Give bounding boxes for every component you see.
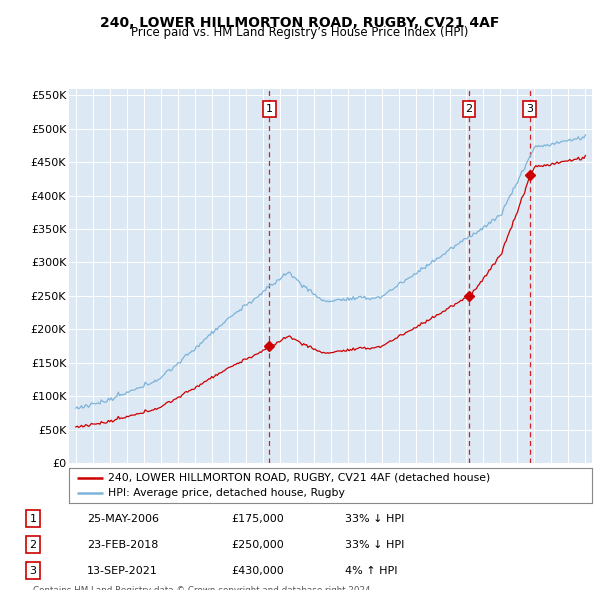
Text: 33% ↓ HPI: 33% ↓ HPI xyxy=(345,540,404,549)
Text: 3: 3 xyxy=(526,104,533,114)
Text: 1: 1 xyxy=(266,104,273,114)
Text: HPI: Average price, detached house, Rugby: HPI: Average price, detached house, Rugb… xyxy=(108,489,345,499)
Text: 25-MAY-2006: 25-MAY-2006 xyxy=(87,514,159,523)
Text: 2: 2 xyxy=(466,104,472,114)
Text: 2: 2 xyxy=(29,540,37,549)
Text: £250,000: £250,000 xyxy=(231,540,284,549)
Text: £175,000: £175,000 xyxy=(231,514,284,523)
Text: 33% ↓ HPI: 33% ↓ HPI xyxy=(345,514,404,523)
Text: 1: 1 xyxy=(29,514,37,523)
Text: Price paid vs. HM Land Registry’s House Price Index (HPI): Price paid vs. HM Land Registry’s House … xyxy=(131,26,469,39)
Text: Contains HM Land Registry data © Crown copyright and database right 2024.
This d: Contains HM Land Registry data © Crown c… xyxy=(33,586,373,590)
Text: £430,000: £430,000 xyxy=(231,566,284,575)
Text: 3: 3 xyxy=(29,566,37,575)
Text: 240, LOWER HILLMORTON ROAD, RUGBY, CV21 4AF: 240, LOWER HILLMORTON ROAD, RUGBY, CV21 … xyxy=(100,16,500,30)
Text: 240, LOWER HILLMORTON ROAD, RUGBY, CV21 4AF (detached house): 240, LOWER HILLMORTON ROAD, RUGBY, CV21 … xyxy=(108,473,490,483)
Text: 4% ↑ HPI: 4% ↑ HPI xyxy=(345,566,398,575)
Text: 23-FEB-2018: 23-FEB-2018 xyxy=(87,540,158,549)
Text: 13-SEP-2021: 13-SEP-2021 xyxy=(87,566,158,575)
